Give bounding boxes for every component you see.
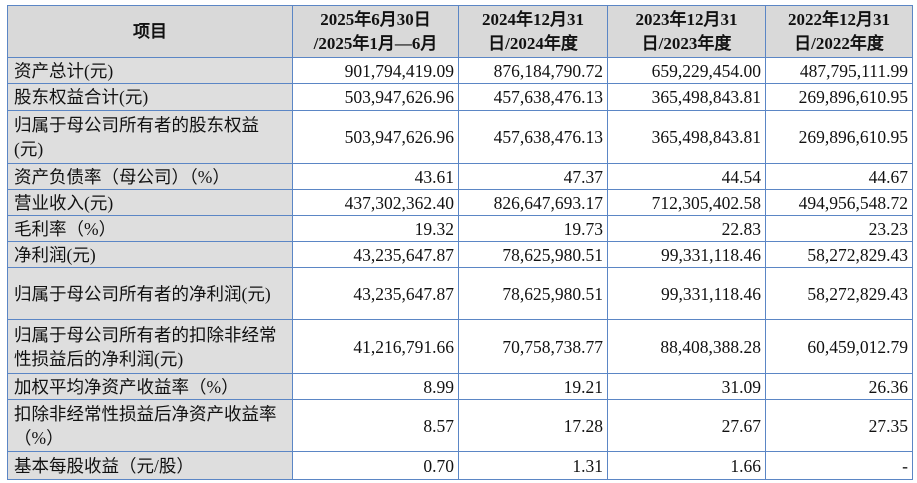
table-row: 毛利率（%） 19.32 19.73 22.83 23.23 [7,215,913,242]
header-line: /2025年1月—6月 [313,33,438,53]
header-line: 2025年6月30日 [320,9,431,29]
table-row: 资产负债率（母公司）（%） 43.61 47.37 44.54 44.67 [7,163,913,190]
header-row: 项目 2025年6月30日/2025年1月—6月 2024年12月31 日/202… [7,5,913,58]
value-cell: 487,795,111.99 [765,57,913,84]
table-row: 归属于母公司所有者的扣除非经常性损益后的净利润(元) 41,216,791.66 7… [7,319,913,374]
value-cell: 47.37 [458,163,608,190]
header-period: 2022年12月31 日/2022年度 [765,5,913,58]
table-row: 归属于母公司所有者的净利润(元) 43,235,647.87 78,625,980.… [7,267,913,320]
value-cell: 365,498,843.81 [607,110,766,164]
value-cell: 70,758,738.77 [458,319,608,374]
value-cell: 19.32 [292,215,459,242]
header-period: 2023年12月31 日/2023年度 [607,5,766,58]
value-cell: 826,647,693.17 [458,189,608,216]
value-cell: 44.54 [607,163,766,190]
value-cell: 27.67 [607,399,766,452]
value-cell: 457,638,476.13 [458,110,608,164]
table-row: 股东权益合计(元) 503,947,626.96 457,638,476.13 365… [7,83,913,111]
row-label: 加权平均净资产收益率（%） [7,373,293,400]
value-cell: 19.21 [458,373,608,400]
value-cell: 457,638,476.13 [458,83,608,111]
value-cell: 8.99 [292,373,459,400]
header-line: 日/2022年度 [794,33,884,53]
row-label: 扣除非经常性损益后净资产收益率（%） [7,399,293,452]
header-line: 日/2023年度 [641,33,732,53]
value-cell: 26.36 [765,373,913,400]
row-label: 营业收入(元) [7,189,293,216]
row-label: 股东权益合计(元) [7,83,293,111]
header-item: 项目 [7,5,293,58]
value-cell: 659,229,454.00 [607,57,766,84]
row-label: 资产负债率（母公司）（%） [7,163,293,190]
value-cell: 503,947,626.96 [292,83,459,111]
value-cell: 60,459,012.79 [765,319,913,374]
header-line: 日/2024年度 [488,33,578,53]
value-cell: 23.23 [765,215,913,242]
value-cell: 19.73 [458,215,608,242]
header-period: 2024年12月31 日/2024年度 [458,5,608,58]
value-cell: 1.66 [607,451,766,480]
header-line: 2023年12月31 [635,9,738,29]
row-label: 归属于母公司所有者的股东权益(元) [7,110,293,164]
table-row: 加权平均净资产收益率（%） 8.99 19.21 31.09 26.36 [7,373,913,400]
value-cell: 1.31 [458,451,608,480]
table-row: 基本每股收益（元/股） 0.70 1.31 1.66- [7,451,913,480]
value-cell: 17.28 [458,399,608,452]
financial-summary-table: 项目 2025年6月30日/2025年1月—6月 2024年12月31 日/202… [7,5,913,480]
value-cell: 269,896,610.95 [765,110,913,164]
value-cell: 27.35 [765,399,913,452]
table-row: 归属于母公司所有者的股东权益(元) 503,947,626.96 457,638,4… [7,110,913,164]
value-cell: 494,956,548.72 [765,189,913,216]
value-cell: 269,896,610.95 [765,83,913,111]
value-cell: 365,498,843.81 [607,83,766,111]
table-row: 营业收入(元) 437,302,362.40 826,647,693.17 712,3… [7,189,913,216]
value-cell: 437,302,362.40 [292,189,459,216]
value-cell: 8.57 [292,399,459,452]
value-cell: 99,331,118.46 [607,267,766,320]
value-cell: 43.61 [292,163,459,190]
value-cell: 41,216,791.66 [292,319,459,374]
value-cell: 22.83 [607,215,766,242]
header-line: 2024年12月31 [482,9,584,29]
value-cell: 503,947,626.96 [292,110,459,164]
row-label: 基本每股收益（元/股） [7,451,293,480]
row-label: 净利润(元) [7,241,293,268]
value-cell: 31.09 [607,373,766,400]
value-cell: 0.70 [292,451,459,480]
value-cell: 88,408,388.28 [607,319,766,374]
value-cell: 43,235,647.87 [292,241,459,268]
value-cell: 44.67 [765,163,913,190]
row-label: 归属于母公司所有者的扣除非经常性损益后的净利润(元) [7,319,293,374]
value-cell: 876,184,790.72 [458,57,608,84]
row-label: 毛利率（%） [7,215,293,242]
value-cell: - [765,451,913,480]
row-label: 归属于母公司所有者的净利润(元) [7,267,293,320]
row-label: 资产总计(元) [7,57,293,84]
header-period: 2025年6月30日/2025年1月—6月 [292,5,459,58]
value-cell: 58,272,829.43 [765,241,913,268]
value-cell: 99,331,118.46 [607,241,766,268]
value-cell: 712,305,402.58 [607,189,766,216]
header-line: 2022年12月31 [788,9,890,29]
table-row: 扣除非经常性损益后净资产收益率（%） 8.57 17.28 27.67 27.35 [7,399,913,452]
table-row: 净利润(元) 43,235,647.87 78,625,980.51 99,331,1… [7,241,913,268]
value-cell: 78,625,980.51 [458,241,608,268]
value-cell: 43,235,647.87 [292,267,459,320]
value-cell: 901,794,419.09 [292,57,459,84]
value-cell: 78,625,980.51 [458,267,608,320]
value-cell: 58,272,829.43 [765,267,913,320]
table-row: 资产总计(元) 901,794,419.09 876,184,790.72 659,2… [7,57,913,84]
